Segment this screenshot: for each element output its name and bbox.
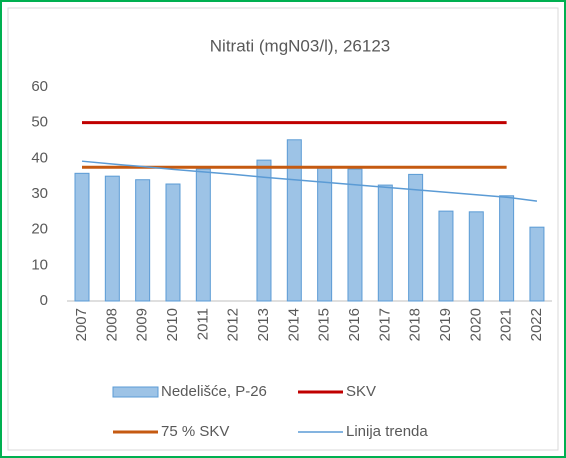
plot-border [7, 7, 559, 451]
bar [135, 179, 151, 302]
bar [104, 175, 120, 302]
x-tick-label: 2010 [164, 308, 181, 341]
x-tick-label: 2011 [194, 308, 211, 340]
bar [377, 184, 393, 302]
x-tick-label: 2016 [346, 308, 363, 341]
legend-label: Nedelišće, P-26 [161, 383, 267, 400]
y-tick-label: 30 [31, 185, 48, 202]
y-tick-label: 50 [31, 114, 48, 131]
legend-swatch [112, 386, 159, 398]
legend-label: Linija trenda [346, 423, 428, 440]
bar [74, 172, 90, 302]
x-tick-label: 2009 [134, 308, 151, 341]
bar [195, 168, 211, 302]
y-tick-label: 20 [31, 221, 48, 238]
x-tick-label: 2014 [285, 308, 302, 341]
x-tick-label: 2017 [376, 308, 393, 341]
bar [529, 226, 545, 302]
bar [438, 210, 454, 302]
bar [256, 159, 272, 302]
bar [347, 168, 363, 302]
x-tick-label: 2015 [316, 308, 333, 341]
y-tick-label: 60 [31, 78, 48, 95]
chart-title: Nitrati (mgN03/l), 26123 [210, 36, 390, 55]
line [81, 160, 538, 202]
bar [408, 173, 424, 302]
x-tick-label: 2013 [255, 308, 272, 341]
bar [286, 139, 302, 302]
bar [165, 183, 181, 302]
x-tick-label: 2019 [437, 308, 454, 341]
x-tick-label: 2021 [498, 308, 515, 341]
x-tick-label: 2007 [73, 308, 90, 341]
legend-label: SKV [346, 383, 376, 400]
y-tick-label: 40 [31, 149, 48, 166]
x-tick-label: 2018 [407, 308, 424, 341]
x-tick-label: 2022 [528, 308, 545, 341]
x-tick-label: 2012 [225, 308, 242, 341]
y-tick-label: 0 [40, 292, 48, 309]
x-tick-label: 2008 [103, 308, 120, 341]
y-tick-label: 10 [31, 256, 48, 273]
bar [499, 195, 515, 302]
bar [468, 211, 484, 302]
bar [317, 166, 333, 302]
legend-label: 75 % SKV [161, 423, 229, 440]
x-tick-label: 2020 [467, 308, 484, 341]
